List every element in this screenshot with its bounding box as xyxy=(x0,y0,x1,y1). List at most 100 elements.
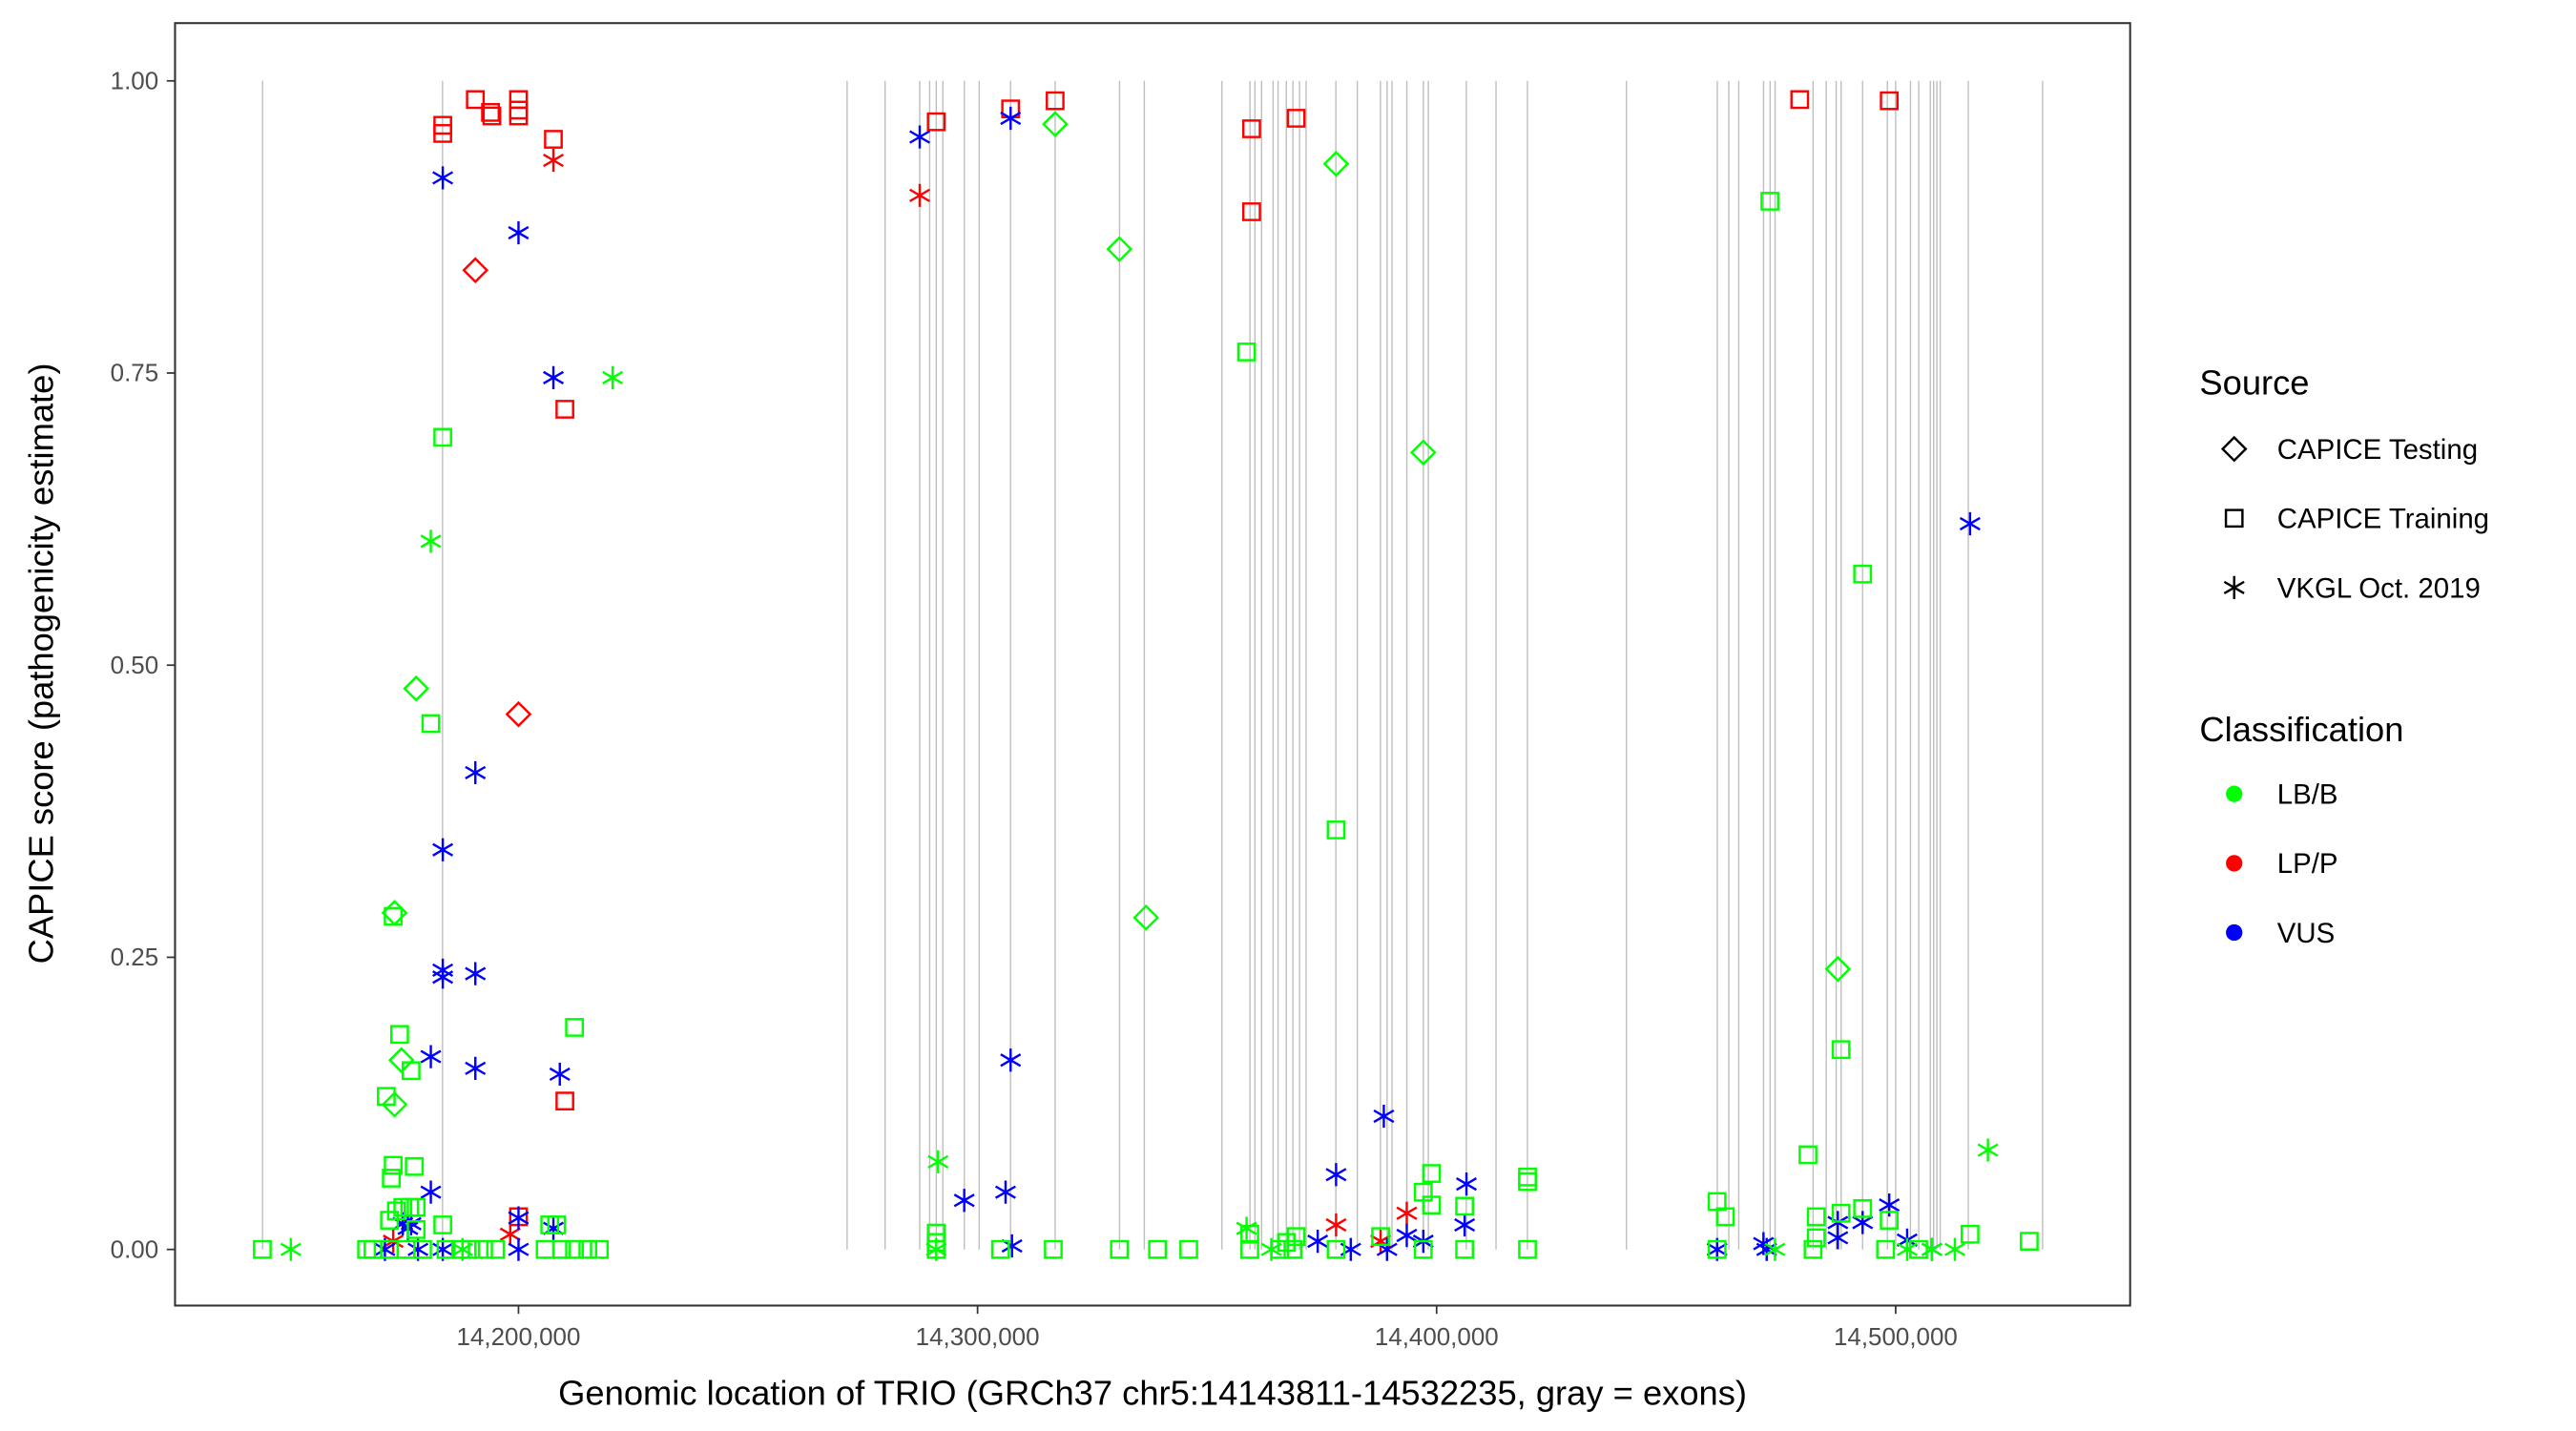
point-vkgl-oct-2019-vus xyxy=(1396,1223,1418,1248)
point-capice-training-lb-b xyxy=(578,1239,597,1259)
point-capice-training-lb-b xyxy=(990,1239,1010,1259)
point-capice-testing-lp-p xyxy=(462,257,489,284)
point-capice-training-lp-p xyxy=(466,90,486,110)
point-capice-training-lb-b xyxy=(1876,1239,1896,1259)
point-capice-training-lb-b xyxy=(1831,1040,1851,1060)
point-vkgl-oct-2019-vus xyxy=(508,1237,530,1261)
point-vkgl-oct-2019-lb-b xyxy=(1236,1216,1257,1240)
point-vkgl-oct-2019-vus xyxy=(420,1045,442,1068)
point-vkgl-oct-2019-vus xyxy=(1325,1163,1347,1187)
point-vkgl-oct-2019-vus xyxy=(420,1180,442,1204)
point-vkgl-oct-2019-vus xyxy=(1454,1213,1476,1237)
point-capice-testing-lb-b xyxy=(1132,903,1160,931)
point-vkgl-oct-2019-vus xyxy=(1000,1048,1022,1072)
point-vkgl-oct-2019-vus xyxy=(953,1189,975,1213)
point-capice-training-lb-b xyxy=(1240,1239,1259,1259)
plot-background xyxy=(175,23,2130,1306)
point-capice-training-lb-b xyxy=(1044,1239,1063,1259)
point-capice-training-lb-b xyxy=(590,1239,610,1259)
point-capice-training-lb-b xyxy=(1961,1224,1980,1244)
y-axis: 0.00 0.25 0.50 0.75 1.00 xyxy=(111,68,176,1263)
point-vkgl-oct-2019-lp-p xyxy=(908,183,930,207)
legend-classification-title: Classification xyxy=(2199,710,2403,749)
point-vkgl-oct-2019-lb-b xyxy=(280,1237,301,1261)
point-vkgl-oct-2019-vus xyxy=(465,962,487,985)
y-tick-label: 0.25 xyxy=(111,944,158,971)
point-capice-training-lb-b xyxy=(2020,1232,2039,1251)
point-vkgl-oct-2019-lb-b xyxy=(1764,1237,1786,1261)
point-vkgl-oct-2019-vus xyxy=(1307,1230,1329,1254)
legend-source-label: CAPICE Testing xyxy=(2277,434,2478,466)
point-vkgl-oct-2019-lb-b xyxy=(420,529,442,553)
data-points xyxy=(253,90,2039,1261)
point-capice-training-lb-b xyxy=(486,1239,506,1259)
x-tick-label: 14,200,000 xyxy=(457,1324,581,1351)
y-tick-label: 0.75 xyxy=(111,361,158,387)
point-vkgl-oct-2019-vus xyxy=(994,1180,1016,1204)
point-vkgl-oct-2019-vus xyxy=(508,1206,530,1230)
point-capice-testing-lb-b xyxy=(1106,236,1133,262)
point-vkgl-oct-2019-vus xyxy=(1373,1104,1395,1129)
point-vkgl-oct-2019-vus xyxy=(465,1056,487,1080)
point-capice-training-lb-b xyxy=(474,1239,493,1259)
point-capice-training-lb-b xyxy=(1707,1239,1727,1259)
point-vkgl-oct-2019-lb-b xyxy=(927,1150,949,1173)
point-vkgl-oct-2019-vus xyxy=(543,365,565,390)
point-capice-training-lb-b xyxy=(433,427,452,447)
x-tick-label: 14,400,000 xyxy=(1375,1324,1499,1351)
point-vkgl-oct-2019-vus xyxy=(549,1062,571,1087)
point-vkgl-oct-2019-vus xyxy=(1852,1211,1874,1234)
point-capice-training-lp-p xyxy=(1241,119,1261,138)
point-capice-training-lp-p xyxy=(1790,90,1810,110)
point-capice-training-lp-p xyxy=(926,112,946,132)
point-capice-training-lb-b xyxy=(1148,1239,1168,1259)
point-capice-training-lb-b xyxy=(382,1169,402,1188)
point-capice-training-lp-p xyxy=(1286,109,1306,128)
point-capice-training-lb-b xyxy=(1760,192,1779,211)
legend-source-title: Source xyxy=(2199,363,2309,403)
point-vkgl-oct-2019-vus xyxy=(508,220,530,245)
exon-lines xyxy=(261,80,2044,1250)
point-capice-training-lb-b xyxy=(1179,1239,1198,1259)
legend-source-label: VKGL Oct. 2019 xyxy=(2277,572,2481,604)
point-capice-training-lb-b xyxy=(1277,1233,1297,1253)
point-capice-training-lb-b xyxy=(1286,1227,1306,1247)
point-capice-training-lb-b xyxy=(1853,564,1873,584)
point-capice-training-lb-b xyxy=(551,1239,571,1259)
point-capice-training-lb-b xyxy=(1326,1239,1346,1259)
point-capice-training-lb-b xyxy=(450,1239,470,1259)
x-tick-label: 14,500,000 xyxy=(1834,1324,1958,1351)
point-vkgl-oct-2019-vus xyxy=(432,965,454,989)
point-vkgl-oct-2019-vus xyxy=(1959,511,1981,536)
point-capice-training-lp-p xyxy=(433,124,452,143)
legend-diamond-icon xyxy=(2220,435,2248,463)
point-capice-training-lb-b xyxy=(1371,1227,1390,1247)
y-tick-label: 0.50 xyxy=(111,653,158,679)
point-vkgl-oct-2019-vus xyxy=(1755,1237,1777,1261)
point-vkgl-oct-2019-lp-p xyxy=(1396,1201,1418,1225)
point-capice-training-lb-b xyxy=(1806,1228,1826,1248)
point-vkgl-oct-2019-lp-p xyxy=(499,1222,521,1246)
point-capice-training-lb-b xyxy=(413,1239,432,1259)
point-capice-testing-lb-b xyxy=(1042,111,1069,137)
point-vkgl-oct-2019-vus xyxy=(1827,1226,1849,1250)
point-capice-training-lb-b xyxy=(565,1018,585,1037)
point-vkgl-oct-2019-lp-p xyxy=(1325,1213,1347,1237)
point-vkgl-oct-2019-lb-b xyxy=(451,1237,473,1261)
point-capice-training-lb-b xyxy=(1422,1195,1442,1215)
point-capice-training-lb-b xyxy=(547,1215,567,1234)
point-capice-training-lb-b xyxy=(384,906,403,926)
point-vkgl-oct-2019-lb-b xyxy=(1896,1237,1918,1261)
legend-class-label: VUS xyxy=(2277,918,2335,949)
point-capice-training-lp-p xyxy=(555,1091,574,1110)
point-capice-training-lb-b xyxy=(433,1215,452,1234)
legend-square-icon xyxy=(2224,508,2244,529)
point-capice-training-lb-b xyxy=(1803,1239,1823,1259)
point-vkgl-oct-2019-vus xyxy=(432,838,454,861)
point-capice-training-lp-p xyxy=(544,130,563,149)
point-capice-training-lb-b xyxy=(253,1239,272,1259)
point-vkgl-oct-2019-vus xyxy=(908,125,930,149)
point-capice-training-lp-p xyxy=(1046,91,1065,111)
point-capice-training-lb-b xyxy=(406,1220,426,1239)
point-capice-training-lb-b xyxy=(405,1156,425,1176)
